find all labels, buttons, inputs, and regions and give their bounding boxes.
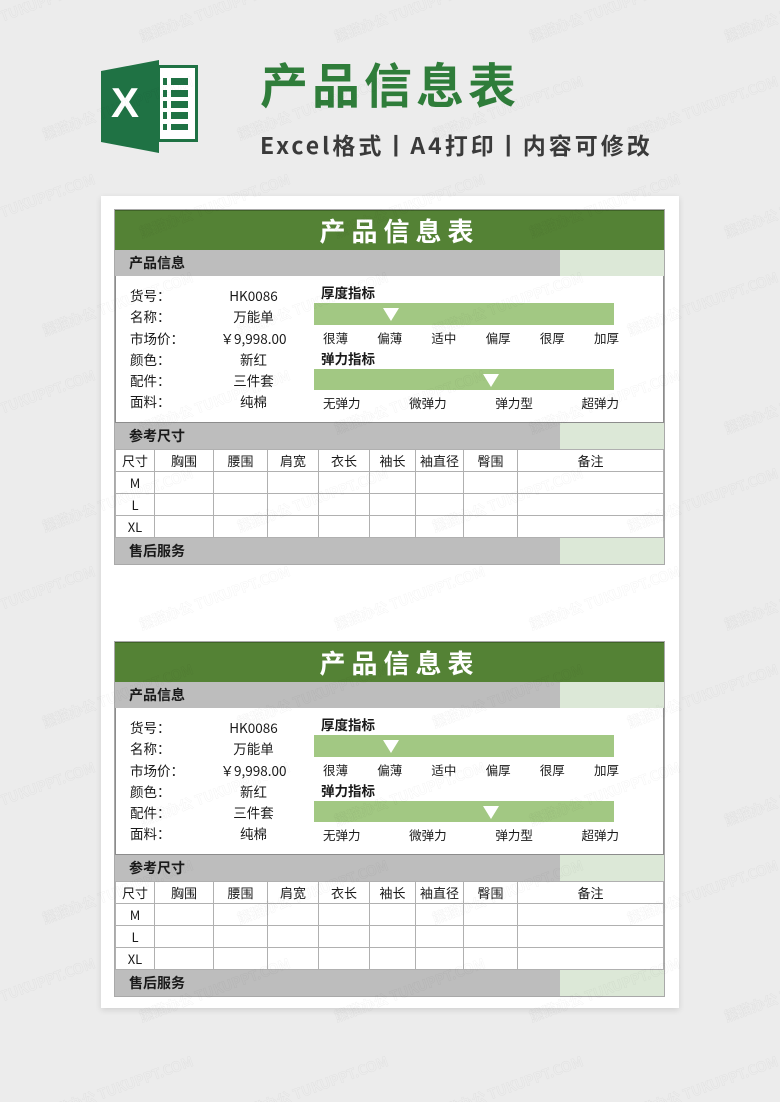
svg-text:X: X (111, 79, 139, 126)
